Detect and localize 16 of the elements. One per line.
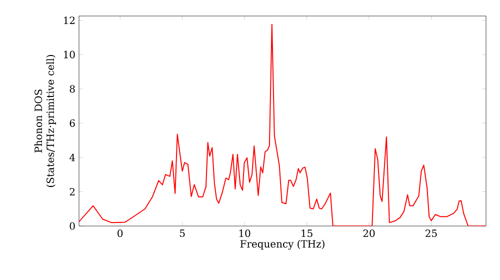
x-tick-label: 0 [118, 230, 123, 238]
y-tick-label: 2 [70, 188, 75, 196]
y-tick-label: 0 [70, 222, 75, 230]
y-tick-label: 8 [70, 85, 75, 93]
x-tick-label: 5 [180, 230, 185, 237]
x-tick-label: 15 [302, 230, 312, 238]
x-tick-label: 10 [239, 230, 250, 238]
y-tick-label: 6 [70, 119, 75, 127]
line-series [79, 24, 486, 226]
x-tick-label: 20 [363, 230, 375, 238]
y-tick-label: 10 [64, 50, 75, 58]
x-tick-label: 25 [426, 230, 437, 238]
x-axis-title: Frequency (THz) [240, 240, 324, 250]
y-axis-title: Phonon DOS (States/THz·primitive cell) [34, 55, 56, 187]
y-tick-label: 12 [64, 16, 75, 24]
y-tick-label: 4 [69, 154, 75, 162]
